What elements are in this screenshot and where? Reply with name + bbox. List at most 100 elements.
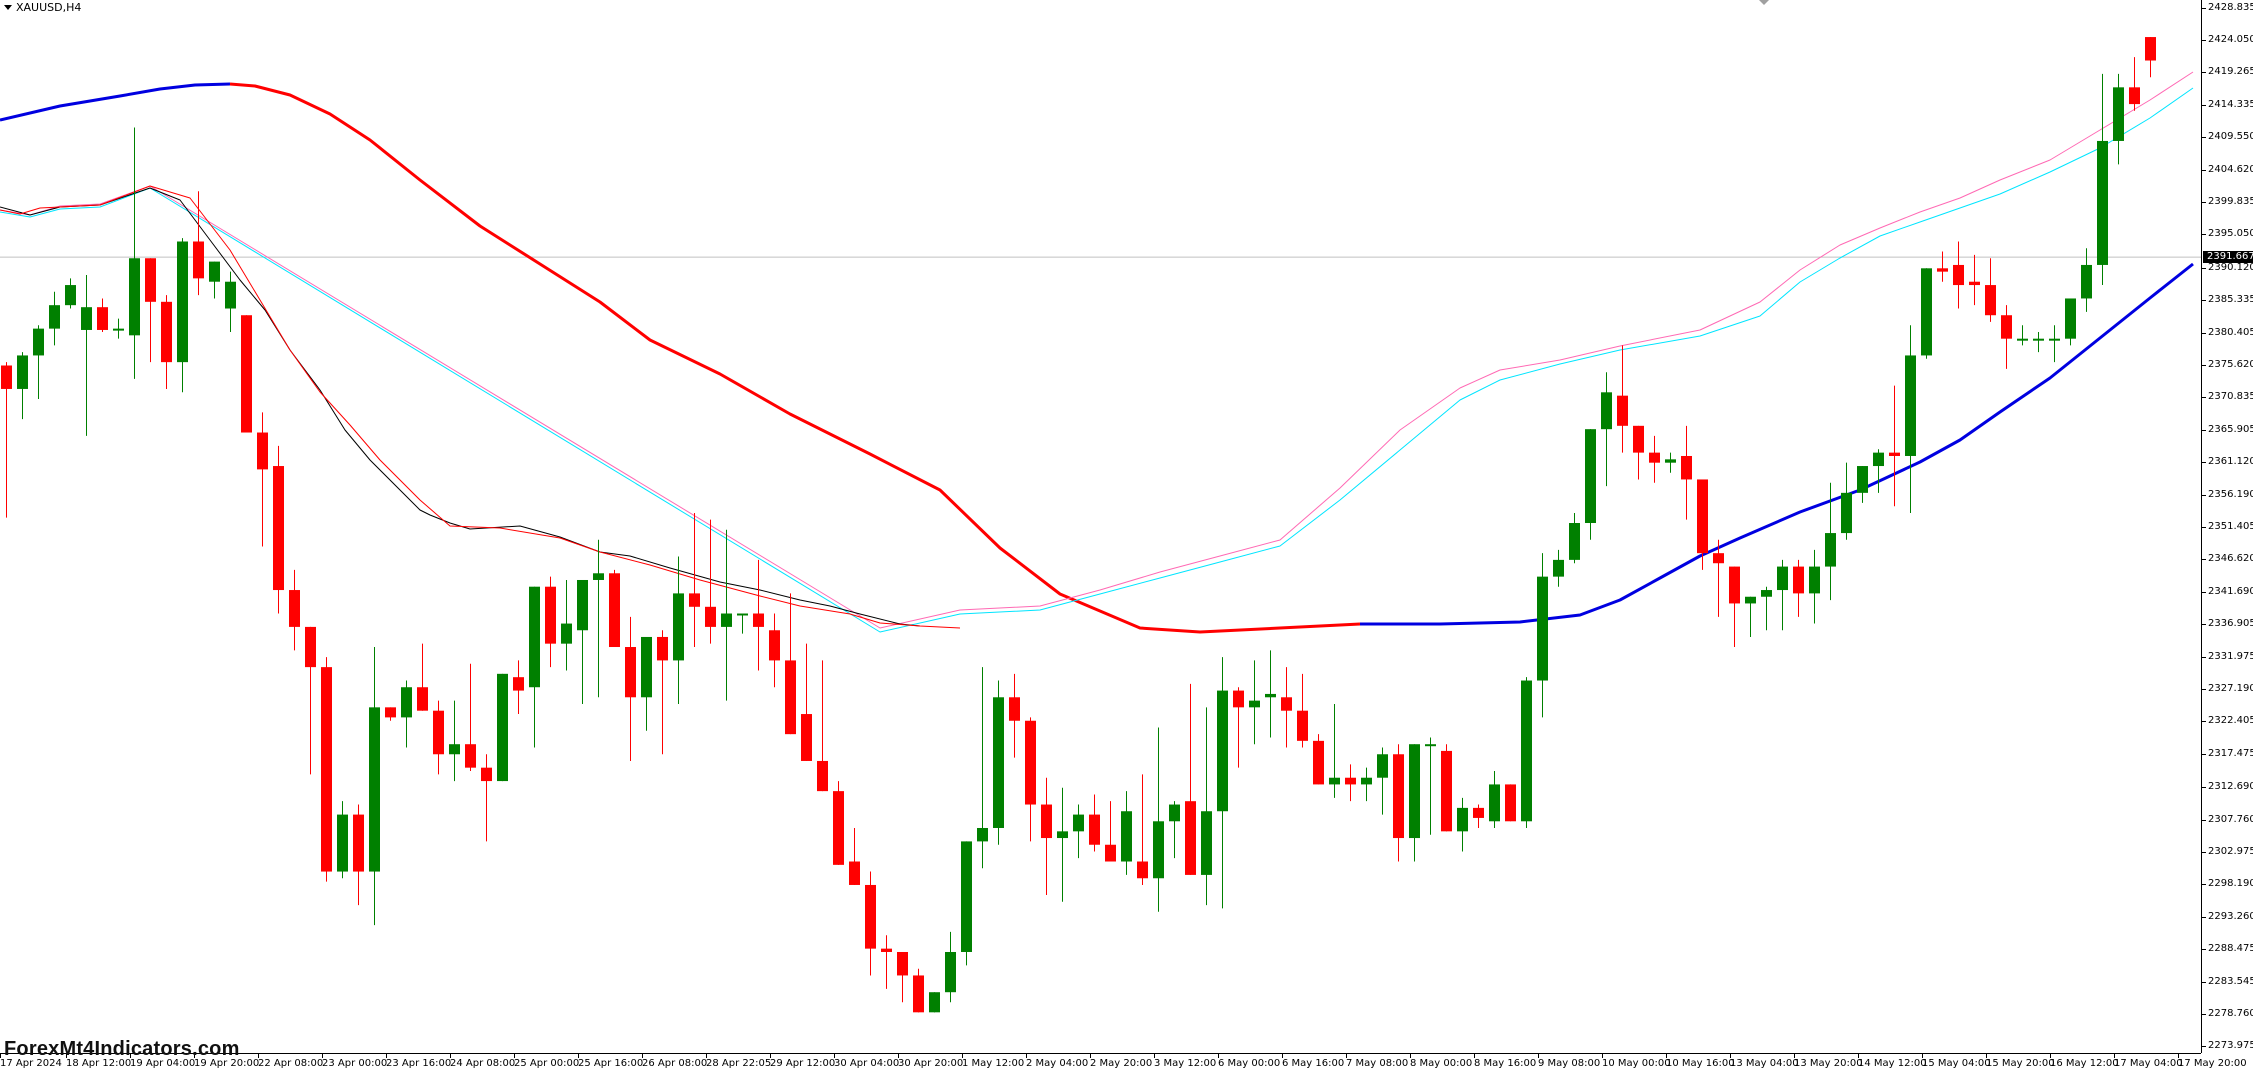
candle bbox=[1041, 777, 1052, 896]
candle bbox=[129, 127, 140, 379]
candle bbox=[289, 569, 300, 651]
price-tick: 2380.405 bbox=[2202, 327, 2253, 338]
candle bbox=[369, 647, 380, 926]
candle bbox=[1201, 707, 1212, 906]
candle bbox=[1473, 804, 1484, 828]
price-tick: 2336.905 bbox=[2202, 618, 2253, 629]
candle bbox=[1665, 452, 1676, 473]
price-chart-area[interactable]: XAUUSD,H4 bbox=[0, 0, 2201, 1053]
time-tick: 8 May 16:00 bbox=[1474, 1054, 1537, 1069]
candle bbox=[385, 707, 396, 721]
time-tick: 15 May 04:00 bbox=[1922, 1054, 1991, 1069]
candle bbox=[353, 804, 364, 906]
time-tick: 9 May 08:00 bbox=[1538, 1054, 1601, 1069]
candle bbox=[945, 931, 956, 1003]
candle bbox=[881, 935, 892, 989]
symbol-timeframe-text: XAUUSD,H4 bbox=[16, 1, 82, 14]
candle bbox=[465, 663, 476, 772]
candle bbox=[1825, 482, 1836, 601]
fast-ma-red-line bbox=[0, 185, 961, 629]
price-tick: 2370.835 bbox=[2202, 391, 2253, 402]
candle bbox=[193, 191, 204, 296]
candle bbox=[97, 298, 108, 332]
candle bbox=[961, 841, 972, 966]
time-tick: 23 Apr 00:00 bbox=[322, 1054, 388, 1069]
time-tick: 22 Apr 08:00 bbox=[258, 1054, 324, 1069]
candle bbox=[257, 412, 268, 547]
time-tick: 8 May 00:00 bbox=[1410, 1054, 1473, 1069]
price-tick: 2390.120 bbox=[2202, 262, 2253, 273]
candle bbox=[1649, 435, 1660, 483]
candle bbox=[1729, 566, 1740, 648]
candle bbox=[897, 951, 908, 1003]
candle bbox=[545, 576, 556, 668]
time-tick: 18 Apr 12:00 bbox=[66, 1054, 132, 1069]
candle bbox=[1025, 717, 1036, 842]
candle bbox=[2001, 305, 2012, 369]
candle bbox=[1681, 425, 1692, 520]
candle bbox=[113, 318, 124, 339]
candle bbox=[1057, 787, 1068, 902]
price-tick: 2356.190 bbox=[2202, 489, 2253, 500]
time-tick: 7 May 08:00 bbox=[1346, 1054, 1409, 1069]
candle bbox=[1457, 797, 1468, 852]
candle bbox=[161, 295, 172, 389]
price-tick: 2399.835 bbox=[2202, 196, 2253, 207]
price-tick: 2375.620 bbox=[2202, 359, 2253, 370]
time-tick: 29 Apr 12:00 bbox=[770, 1054, 836, 1069]
candle bbox=[1745, 596, 1756, 637]
candle bbox=[1697, 479, 1708, 570]
price-tick: 2312.690 bbox=[2202, 781, 2253, 792]
candle bbox=[1153, 727, 1164, 912]
candle bbox=[737, 613, 748, 634]
candle bbox=[481, 754, 492, 842]
candle bbox=[689, 512, 700, 648]
candle bbox=[1809, 549, 1820, 624]
price-tick: 2341.690 bbox=[2202, 586, 2253, 597]
candle bbox=[625, 616, 636, 761]
price-tick: 2331.975 bbox=[2202, 651, 2253, 662]
candle bbox=[1265, 650, 1276, 738]
candle bbox=[65, 278, 76, 309]
price-tick: 2346.620 bbox=[2202, 553, 2253, 564]
candle bbox=[1297, 673, 1308, 748]
time-tick: 13 May 20:00 bbox=[1794, 1054, 1863, 1069]
time-tick: 30 Apr 20:00 bbox=[898, 1054, 964, 1069]
price-tick: 2327.190 bbox=[2202, 683, 2253, 694]
price-axis[interactable]: 2428.835 2424.050 2419.265 2414.335 2409.550… bbox=[2201, 0, 2253, 1053]
candle bbox=[1377, 747, 1388, 815]
slow-ma-line-up bbox=[0, 82, 231, 122]
candle bbox=[1537, 553, 1548, 718]
candle bbox=[849, 827, 860, 885]
chart-shift-arrow-icon[interactable] bbox=[1759, 0, 1769, 5]
candle bbox=[529, 586, 540, 748]
time-tick: 17 May 04:00 bbox=[2114, 1054, 2183, 1069]
candles bbox=[1, 37, 2156, 1013]
price-tick: 2385.335 bbox=[2202, 294, 2253, 305]
symbol-timeframe-label[interactable]: XAUUSD,H4 bbox=[4, 1, 81, 14]
candle bbox=[1393, 744, 1404, 862]
candle bbox=[1217, 657, 1228, 909]
candle bbox=[1857, 466, 1868, 503]
time-axis[interactable]: 17 Apr 2024 18 Apr 12:00 19 Apr 04:00 19 Ap… bbox=[0, 1053, 2247, 1087]
candle bbox=[1169, 801, 1180, 859]
price-tick: 2361.120 bbox=[2202, 456, 2253, 467]
slow-ma-line-down bbox=[229, 82, 1361, 634]
candle bbox=[657, 630, 668, 755]
candle bbox=[1185, 683, 1196, 875]
candle bbox=[1089, 794, 1100, 852]
dropdown-triangle-icon[interactable] bbox=[4, 5, 12, 10]
candle bbox=[673, 556, 684, 704]
price-tick: 2298.190 bbox=[2202, 878, 2253, 889]
candle bbox=[449, 700, 460, 782]
candle bbox=[273, 445, 284, 614]
candle bbox=[2113, 73, 2124, 165]
candle bbox=[2081, 248, 2092, 312]
candle bbox=[833, 781, 844, 865]
candle bbox=[497, 673, 508, 782]
time-tick: 10 May 00:00 bbox=[1602, 1054, 1671, 1069]
time-tick: 1 May 12:00 bbox=[962, 1054, 1025, 1069]
candle bbox=[705, 519, 716, 644]
candle bbox=[593, 539, 604, 698]
candle bbox=[1073, 804, 1084, 859]
